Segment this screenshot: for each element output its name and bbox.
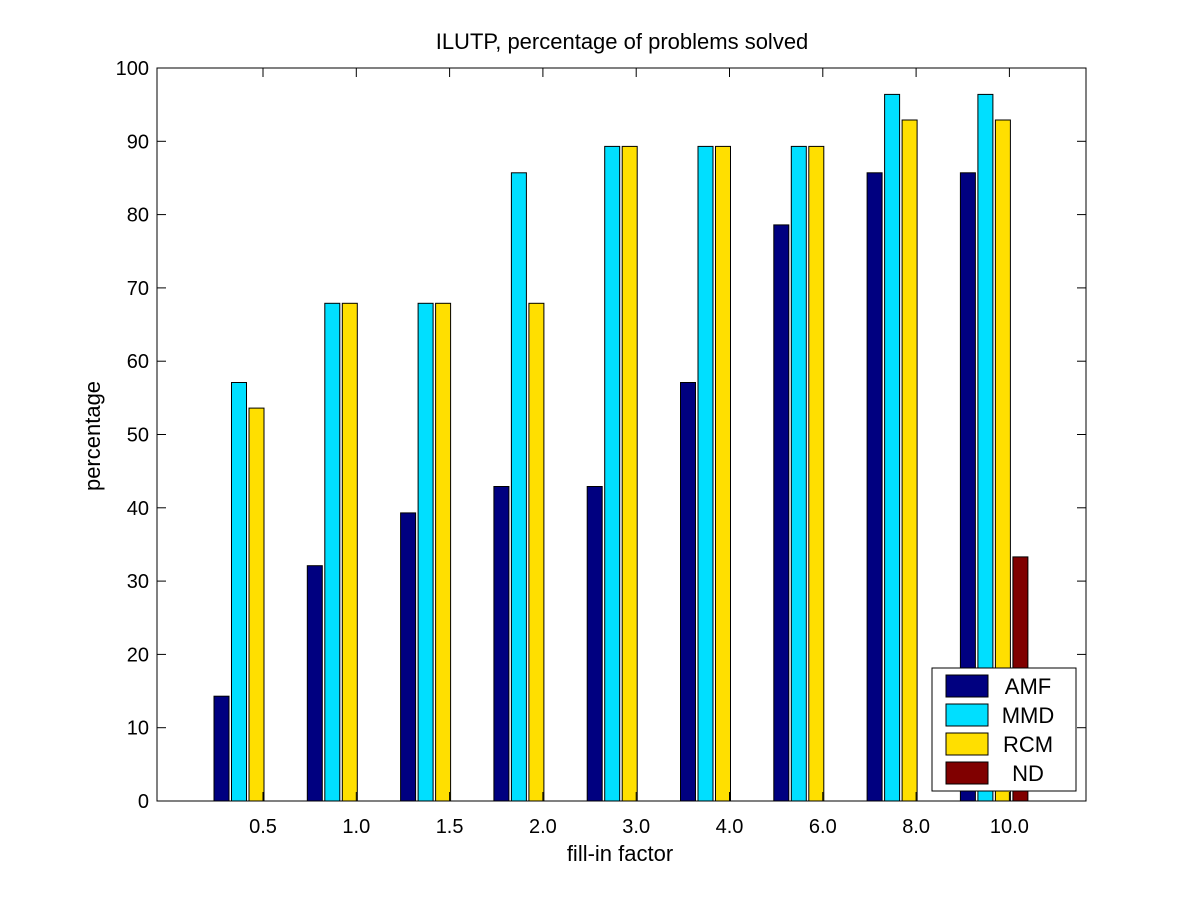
- bar-amf-10.0: [959, 172, 976, 802]
- bar-rcm-2.0: [528, 302, 545, 802]
- bar-mmd-2.0: [510, 172, 527, 802]
- legend-swatch-amf: [945, 674, 989, 698]
- y-tick-label: 40: [127, 498, 149, 520]
- y-tick-label: 10: [127, 718, 149, 740]
- x-tick-label: 2.0: [529, 816, 557, 838]
- bar-rcm-3.0: [621, 145, 638, 802]
- y-tick-label: 0: [138, 791, 149, 813]
- legend-swatch-nd: [945, 761, 989, 785]
- bar-mmd-3.0: [604, 145, 621, 802]
- legend-label-amf: AMF: [1005, 674, 1051, 699]
- x-axis-title: fill-in factor: [567, 841, 673, 866]
- y-tick-label: 100: [116, 58, 149, 80]
- bar-mmd-1.0: [324, 302, 341, 802]
- bar-rcm-1.5: [435, 302, 452, 802]
- y-tick-label: 20: [127, 644, 149, 666]
- legend-label-rcm: RCM: [1003, 732, 1053, 757]
- legend-swatch-mmd: [945, 703, 989, 727]
- x-tick-label: 6.0: [809, 816, 837, 838]
- bar-amf-0.5: [213, 695, 230, 802]
- x-tick-label: 3.0: [622, 816, 650, 838]
- x-tick-label: 10.0: [990, 816, 1029, 838]
- bar-mmd-10.0: [977, 93, 994, 802]
- bar-mmd-0.5: [231, 382, 247, 802]
- bar-mmd-1.5: [417, 302, 434, 802]
- legend-label-nd: ND: [1012, 761, 1044, 786]
- bar-rcm-8.0: [901, 119, 918, 802]
- bar-rcm-1.0: [341, 302, 358, 802]
- x-tick-label: 1.0: [342, 816, 370, 838]
- x-tick-label: 4.0: [716, 816, 744, 838]
- y-tick-label: 80: [127, 205, 149, 227]
- legend: AMF MMD RCM ND: [931, 667, 1077, 792]
- bar-amf-3.0: [586, 486, 603, 802]
- y-tick-label: 60: [127, 351, 149, 373]
- legend-label-mmd: MMD: [1002, 703, 1055, 728]
- bar-amf-1.5: [400, 512, 417, 802]
- x-tick-label: 8.0: [902, 816, 930, 838]
- bar-mmd-8.0: [884, 93, 901, 802]
- y-tick-label: 50: [127, 425, 149, 447]
- legend-swatch-rcm: [945, 732, 989, 756]
- bar-rcm-6.0: [808, 145, 825, 802]
- bar-amf-4.0: [680, 382, 696, 802]
- bar-rcm-10.0: [994, 119, 1011, 802]
- bar-amf-1.0: [306, 565, 323, 802]
- bar-rcm-4.0: [715, 145, 731, 802]
- bar-amf-6.0: [773, 224, 790, 802]
- bar-rcm-0.5: [248, 407, 265, 802]
- bar-amf-8.0: [866, 172, 883, 802]
- bar-mmd-6.0: [790, 145, 807, 802]
- y-tick-label: 70: [127, 278, 149, 300]
- x-tick-label: 0.5: [249, 816, 277, 838]
- bars-layer: [213, 93, 1029, 802]
- bar-mmd-4.0: [697, 145, 714, 802]
- x-tick-label: 1.5: [436, 816, 464, 838]
- bar-amf-2.0: [493, 486, 510, 802]
- chart-title: ILUTP, percentage of problems solved: [436, 29, 809, 54]
- ticks-layer: 0.5 1.0 1.5 2.0 3.0 4.0 6.0 8.0 10.0 0 10 20 30 40 50 6…: [116, 58, 1086, 838]
- y-axis-title: percentage: [80, 381, 105, 491]
- y-tick-label: 90: [127, 131, 149, 153]
- y-tick-label: 30: [127, 571, 149, 593]
